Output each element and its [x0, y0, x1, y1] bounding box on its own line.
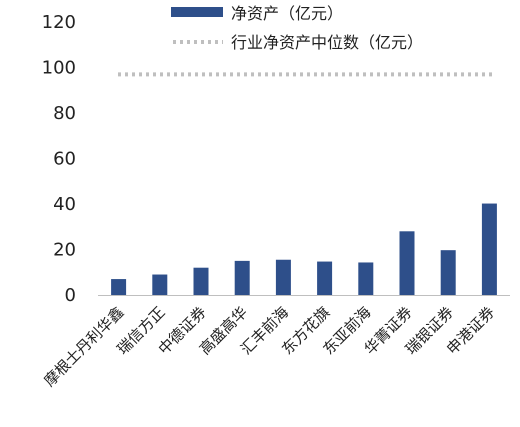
bars-group: [111, 203, 497, 295]
legend-label-net-assets: 净资产（亿元）: [231, 4, 343, 23]
bar-2: [152, 274, 168, 295]
legend-label-industry-median: 行业净资产中位数（亿元）: [231, 33, 423, 52]
y-tick-label: 60: [53, 149, 76, 170]
bar-5: [275, 259, 291, 295]
y-tick-label: 0: [65, 285, 76, 306]
y-axis: 0 20 40 60 80 100 120: [42, 12, 76, 306]
bar-8: [399, 231, 415, 295]
y-tick-label: 40: [53, 194, 76, 215]
bar-3: [193, 267, 209, 295]
y-tick-label: 20: [53, 240, 76, 261]
x-axis-labels: 摩根士丹利华鑫瑞信方正中德证券高盛高华汇丰前海东方花旗东亚前海华菁证券瑞银证券申…: [40, 303, 498, 390]
bar-4: [234, 260, 250, 295]
y-tick-label: 80: [53, 103, 76, 124]
chart-legend: 净资产（亿元） 行业净资产中位数（亿元）: [171, 4, 423, 52]
y-tick-label: 100: [42, 58, 76, 79]
bar-10: [481, 203, 497, 295]
bar-6: [317, 261, 333, 295]
bar-9: [440, 250, 456, 295]
bar-7: [358, 262, 374, 295]
legend-swatch-net-assets: [171, 7, 223, 17]
bar-1: [111, 279, 127, 295]
y-tick-label: 120: [42, 12, 76, 33]
